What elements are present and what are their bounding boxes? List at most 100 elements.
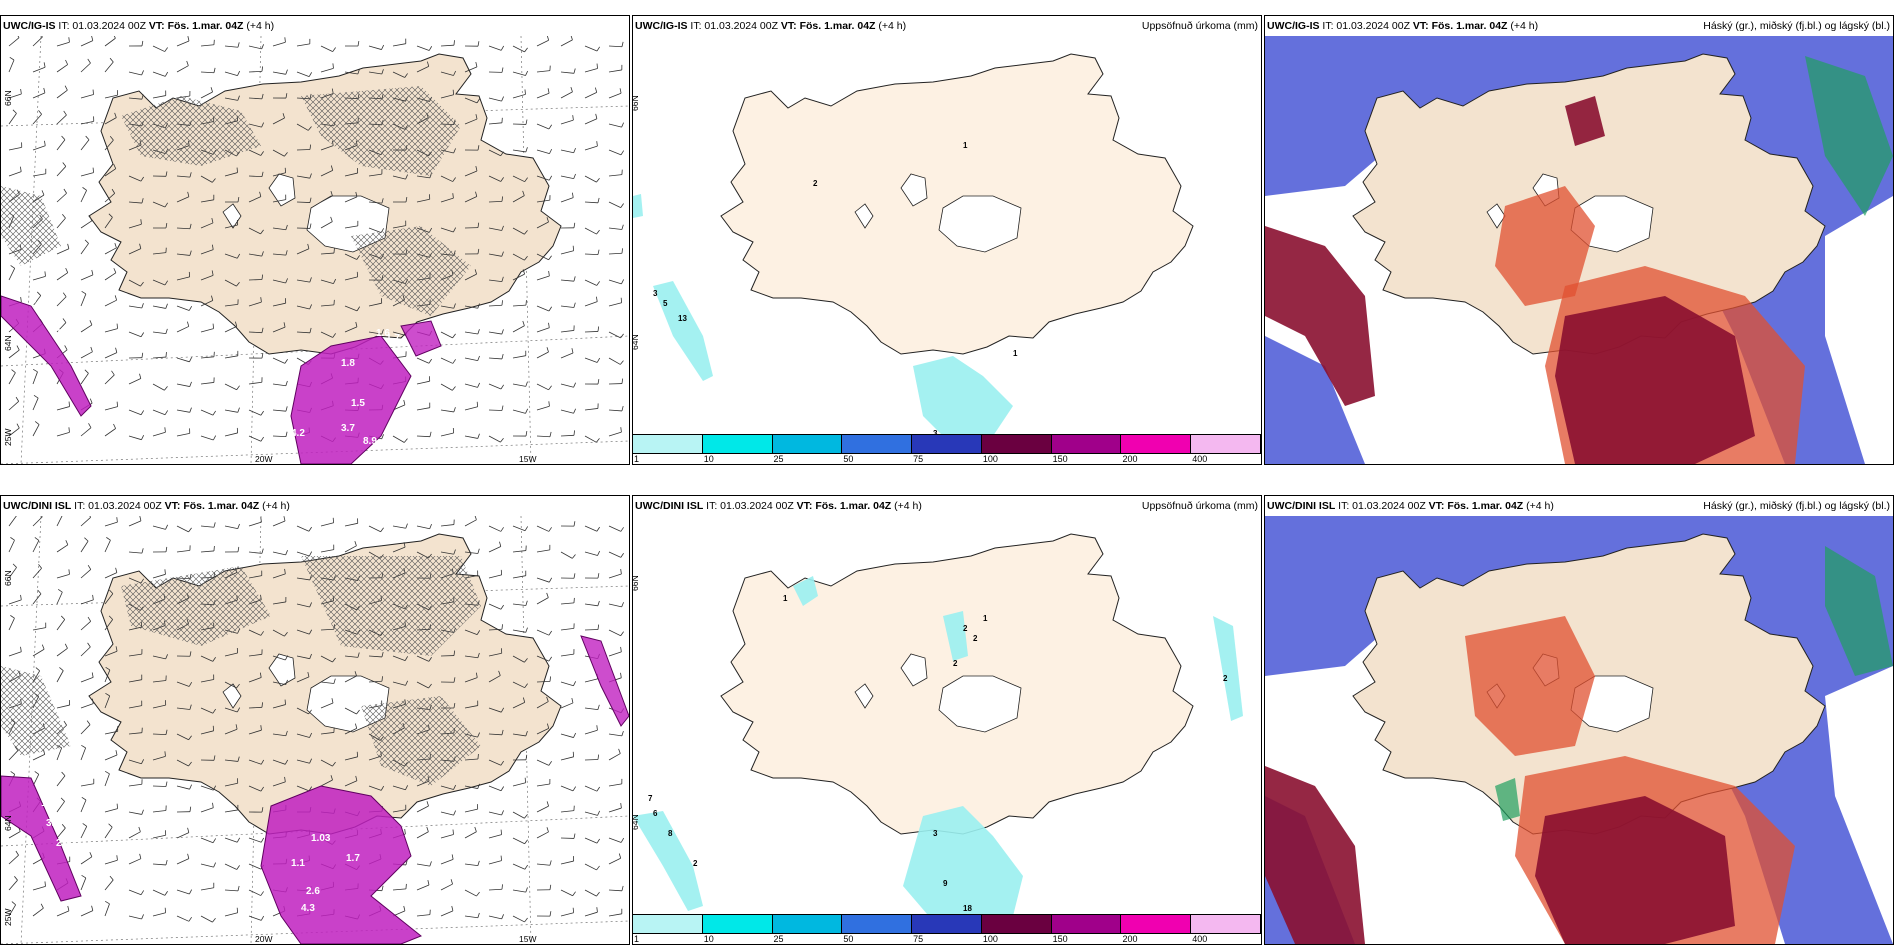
- value-label: 3: [653, 289, 658, 298]
- model-name: UWC/DINI ISL: [1267, 500, 1336, 512]
- map-canvas[interactable]: 1.8 1.5 4.2 3.7 8.9 1.71.6 2.1 1.8: [1, 36, 629, 464]
- lon-label-15w: 15W: [519, 934, 537, 944]
- panel-title: Háský (gr.), miðský (fj.bl.) og lágský (…: [1703, 20, 1890, 32]
- value-label: 13: [678, 314, 687, 323]
- map-canvas[interactable]: 12351313: [633, 36, 1261, 464]
- colorbar-labels: 1 10 25 50 75 100 150 200 400: [633, 454, 1261, 464]
- colorbar-label: 50: [843, 454, 854, 464]
- panel-header: UWC/DINI ISL IT: 01.03.2024 00Z VT: Fös.…: [1265, 496, 1893, 516]
- model-name: UWC/IG-IS: [635, 20, 688, 32]
- colorbar-label: 100: [982, 454, 998, 464]
- value-label: 2: [953, 659, 958, 668]
- value-label: 3: [933, 429, 938, 438]
- value-label: 2.7: [56, 838, 70, 849]
- colorbar-swatch: [912, 435, 982, 453]
- map-canvas[interactable]: [1265, 516, 1893, 944]
- colorbar-label: 10: [703, 454, 714, 464]
- colorbar-labels: 1 10 25 50 75 100 150 200 400: [633, 934, 1261, 944]
- colorbar-swatch: [772, 435, 843, 453]
- init-time: IT: 01.03.2024 00Z: [58, 20, 146, 32]
- value-label: 2: [973, 634, 978, 643]
- value-label: 8.9: [363, 436, 377, 447]
- panel-wind-precip-igis: UWC/IG-IS IT: 01.03.2024 00Z VT: Fös. 1.…: [0, 15, 630, 465]
- init-time: IT: 01.03.2024 00Z: [1322, 20, 1410, 32]
- valid-time: Fös. 1.mar. 04Z: [1447, 500, 1524, 512]
- glaciers: [854, 173, 1022, 253]
- lead-time: (+4 h): [894, 500, 922, 512]
- lat-label-66n: 66N: [632, 575, 640, 591]
- colorbar-label: 25: [773, 454, 784, 464]
- value-label: 1.7: [346, 853, 360, 864]
- colorbar-label: 400: [1192, 934, 1208, 944]
- valid-time-label: VT:: [1428, 500, 1445, 512]
- value-label: 7: [648, 794, 653, 803]
- value-label: 2: [1223, 674, 1228, 683]
- valid-time-label: VT:: [148, 20, 165, 32]
- value-label: 3.0: [46, 818, 60, 829]
- colorbar-swatch: [1051, 435, 1122, 453]
- value-label: 6: [653, 809, 658, 818]
- panel-title: Uppsöfnuð úrkoma (mm): [1141, 20, 1258, 32]
- lon-label-15w: 15W: [519, 454, 537, 464]
- value-label: 2.6: [381, 893, 395, 904]
- valid-time-label: VT:: [796, 500, 813, 512]
- value-labels: 1.8 1.5 4.2 3.7 8.9 1.71.6 2.1 1.8: [31, 298, 400, 447]
- colorbar-swatch: [1121, 915, 1192, 933]
- colorbar-label: 1: [634, 454, 640, 464]
- value-label: 9: [943, 879, 948, 888]
- value-label: 2: [693, 859, 698, 868]
- value-label: 1: [963, 141, 968, 150]
- colorbar-swatch: [981, 915, 1052, 933]
- colorbar-swatch: [772, 915, 843, 933]
- colorbar-label: 75: [913, 454, 924, 464]
- colorbar-label: 75: [913, 934, 924, 944]
- map-canvas[interactable]: 1.03 1.7 2.6 1.1 4.3 2.6 3.0 2.7 1.9: [1, 516, 629, 944]
- colorbar-swatch: [842, 915, 913, 933]
- colorbar-label: 200: [1122, 454, 1138, 464]
- hatched-areas: [1, 556, 481, 786]
- colorbar-label: 25: [773, 934, 784, 944]
- lat-label-64n: 64N: [3, 335, 13, 351]
- init-time: IT: 01.03.2024 00Z: [1338, 500, 1426, 512]
- value-label: 1: [1013, 349, 1018, 358]
- colorbar-swatch: [1191, 435, 1261, 453]
- lat-label-64n: 64N: [3, 815, 13, 831]
- lon-label-20w: 20W: [255, 454, 273, 464]
- init-time: IT: 01.03.2024 00Z: [74, 500, 162, 512]
- colorbar-swatch: [981, 435, 1052, 453]
- colorbar-label: 200: [1122, 934, 1138, 944]
- value-label: 18: [963, 904, 972, 913]
- value-label: 1: [983, 614, 988, 623]
- value-label: 1.8: [56, 328, 70, 339]
- map-canvas[interactable]: [1265, 36, 1893, 464]
- valid-time: Fös. 1.mar. 04Z: [167, 20, 244, 32]
- lat-label-bottom: 25W: [3, 908, 13, 926]
- value-labels: 1.03 1.7 2.6 1.1 4.3 2.6 3.0 2.7 1.9: [41, 798, 395, 914]
- colorbar-swatch: [1051, 915, 1122, 933]
- valid-time: Fös. 1.mar. 04Z: [1431, 20, 1508, 32]
- panel-clouds-dini: UWC/DINI ISL IT: 01.03.2024 00Z VT: Fös.…: [1264, 495, 1894, 945]
- valid-time-label: VT:: [780, 20, 797, 32]
- lat-label-64n: 64N: [632, 814, 640, 830]
- cloud-green: [1805, 56, 1893, 216]
- lead-time: (+4 h): [878, 20, 907, 32]
- value-label: 1.03: [311, 833, 331, 844]
- value-label: 5: [663, 299, 668, 308]
- lead-time: (+4 h): [1510, 20, 1539, 32]
- precip-cyan: [633, 576, 1243, 921]
- value-label: 3: [933, 829, 938, 838]
- model-name: UWC/DINI ISL: [3, 500, 72, 512]
- colorbar-swatch: [633, 435, 703, 453]
- value-label: 1: [783, 594, 788, 603]
- colorbar-label: 1: [634, 934, 640, 944]
- colorbar-swatch: [702, 435, 773, 453]
- colorbar-swatch: [702, 915, 773, 933]
- value-label: 1.6: [376, 328, 390, 339]
- lat-label-66n: 66N: [3, 570, 13, 586]
- panel-header: UWC/DINI ISL IT: 01.03.2024 00Z VT: Fös.…: [1, 496, 629, 516]
- value-label: 3.7: [341, 423, 355, 434]
- colorbar-swatch: [912, 915, 982, 933]
- panel-accum-precip-igis: UWC/IG-IS IT: 01.03.2024 00Z VT: Fös. 1.…: [632, 15, 1262, 465]
